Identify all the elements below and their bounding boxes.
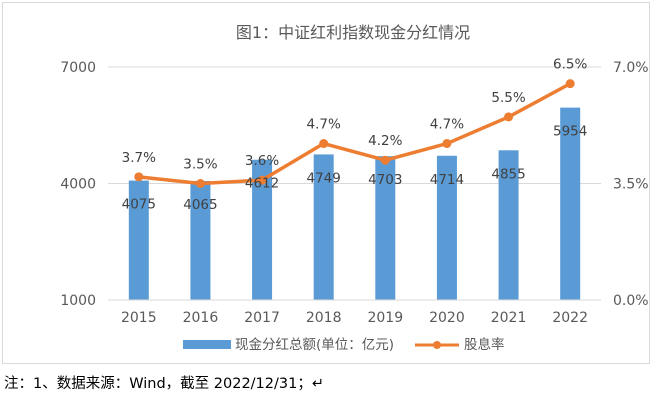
line-marker <box>319 139 329 149</box>
y-left-tick-label: 4000 <box>60 177 96 193</box>
y-right-tick-label: 0.0% <box>613 293 649 309</box>
y-right-tick-label: 7.0% <box>613 60 649 76</box>
bar <box>252 159 273 300</box>
bar <box>313 154 334 300</box>
bar-value-label: 4714 <box>430 172 464 188</box>
line-value-label: 5.5% <box>491 90 525 106</box>
line-marker <box>504 112 514 122</box>
bar-value-label: 4749 <box>307 170 341 186</box>
x-tick-label: 2020 <box>429 310 465 326</box>
x-tick-label: 2016 <box>183 310 219 326</box>
right-axis: 0.0% 3.5% 7.0% <box>613 60 649 309</box>
line-value-label: 4.7% <box>430 117 464 133</box>
line-marker <box>195 179 205 188</box>
legend-line-label: 股息率 <box>464 336 505 353</box>
bar-series <box>128 107 581 301</box>
bar-value-label: 4075 <box>122 197 156 213</box>
y-left-tick-label: 7000 <box>60 60 96 76</box>
line-marker <box>134 172 144 182</box>
line-value-label: 3.7% <box>122 150 156 166</box>
x-tick-label: 2019 <box>367 310 403 326</box>
legend-bar-swatch <box>183 340 231 349</box>
footnote: 注：1、数据来源：Wind，截至 2022/12/31；↵ <box>4 376 324 392</box>
left-axis: 1000 4000 7000 <box>60 60 96 309</box>
line-series <box>134 79 575 188</box>
x-tick-label: 2022 <box>552 310 588 326</box>
line-value-label: 3.5% <box>183 157 217 173</box>
x-tick-label: 2015 <box>121 310 157 326</box>
y-right-tick-label: 3.5% <box>613 177 649 193</box>
bar-value-label: 4612 <box>245 176 279 192</box>
x-tick-label: 2021 <box>491 310 527 326</box>
y-left-tick-label: 1000 <box>60 293 96 309</box>
line-marker <box>442 139 452 149</box>
legend-line-marker <box>433 341 441 349</box>
bar <box>190 180 211 300</box>
line-value-label: 4.2% <box>368 133 402 149</box>
chart: 图1：中证红利指数现金分红情况 1000 4000 7000 0.0% 3.5% 7.0… <box>60 23 649 353</box>
bar <box>128 180 149 300</box>
line-value-label: 3.6% <box>245 153 279 169</box>
x-tick-label: 2018 <box>306 310 342 326</box>
x-axis: 2015 2016 2017 2018 2019 2020 2021 2022 <box>108 299 601 326</box>
bar-value-label: 5954 <box>553 124 587 140</box>
legend: 现金分红总额(单位：亿元) 股息率 <box>183 336 505 353</box>
data-labels: 4075 4065 4612 4749 4703 4714 4855 5954 3.7% 3.5%… <box>122 57 588 213</box>
chart-frame: 图1：中证红利指数现金分红情况 1000 4000 7000 0.0% 3.5% 7.0… <box>2 2 650 364</box>
bar-value-label: 4703 <box>368 172 402 188</box>
bar <box>436 155 457 300</box>
line-marker <box>257 175 267 185</box>
bar <box>498 150 519 300</box>
bar <box>560 107 581 301</box>
gridlines <box>108 66 601 301</box>
bar <box>375 156 396 300</box>
x-tick-label: 2017 <box>244 310 280 326</box>
line-value-label: 4.7% <box>307 117 341 133</box>
line-marker <box>565 79 575 89</box>
chart-title: 图1：中证红利指数现金分红情况 <box>236 23 470 42</box>
dividend-yield-line <box>138 82 572 186</box>
bar-value-label: 4065 <box>183 197 217 213</box>
bar-value-label: 4855 <box>491 166 525 182</box>
legend-bar-label: 现金分红总额(单位：亿元) <box>235 337 394 353</box>
line-value-label: 6.5% <box>553 57 587 73</box>
line-marker <box>380 155 390 165</box>
